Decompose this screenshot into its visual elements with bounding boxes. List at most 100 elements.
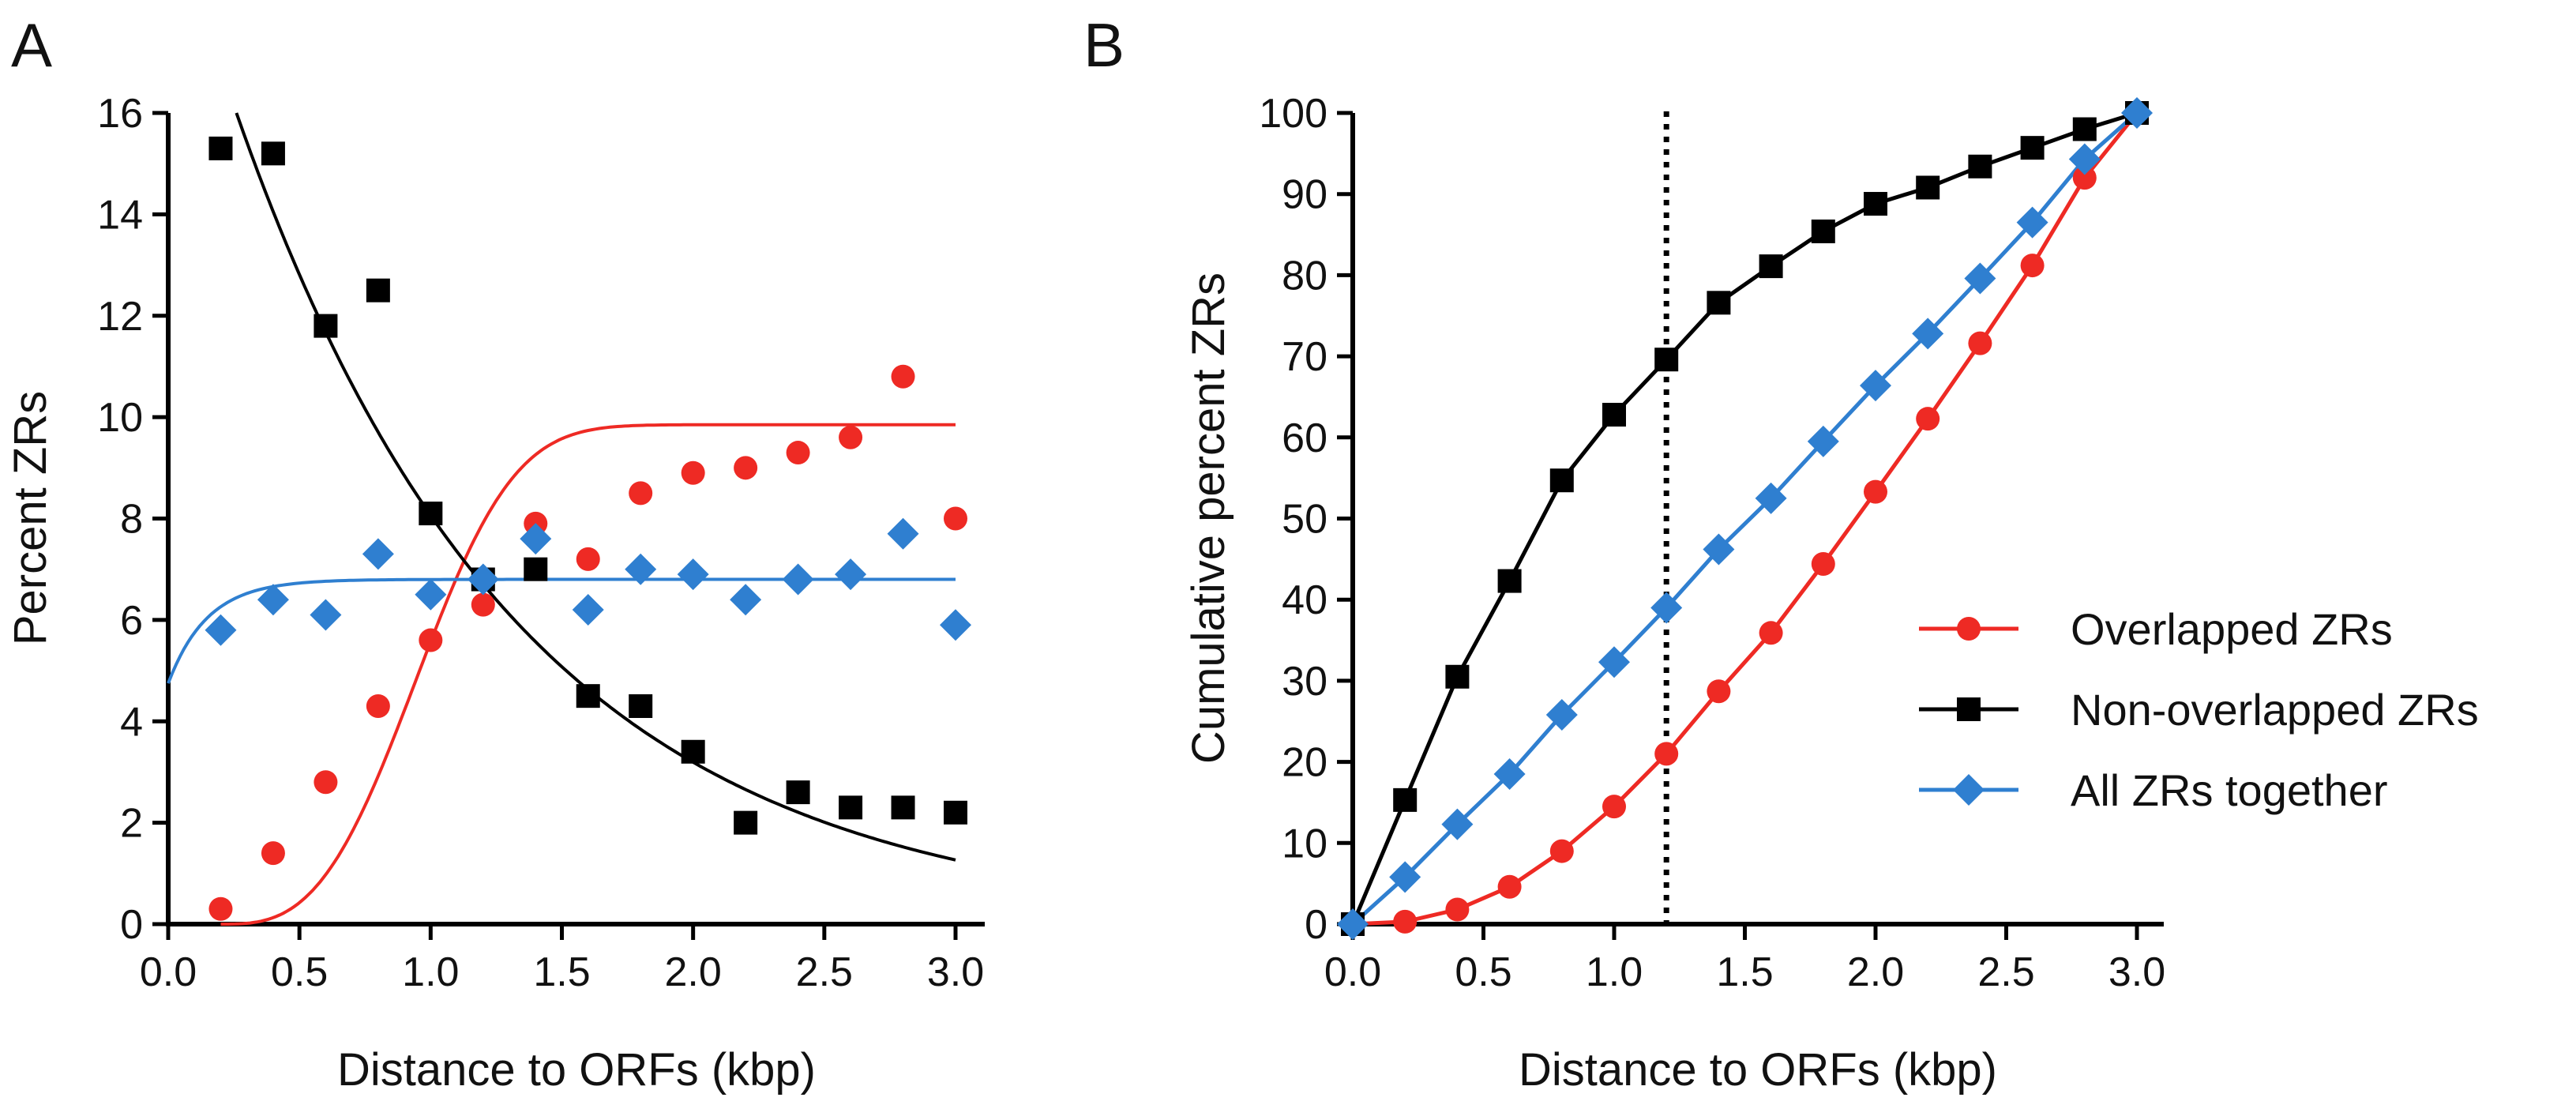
panel-b-y-tick-label: 0	[1305, 902, 1327, 948]
data-point-overlapped-zrs	[1811, 552, 1835, 577]
data-point-all-zrs-together	[1389, 861, 1421, 893]
legend-marker-overlapped	[1957, 617, 1981, 641]
data-point-overlapped-zrs	[1759, 621, 1783, 645]
data-point-overlapped-zrs	[261, 841, 285, 866]
fit-curve-all-zrs-together	[167, 577, 956, 684]
data-point-all-zrs-together	[940, 609, 971, 641]
data-point-non-overlapped-zrs	[734, 810, 758, 835]
panel-b-y-tick-label: 30	[1282, 659, 1327, 705]
data-point-all-zrs-together	[782, 563, 814, 596]
data-point-non-overlapped-zrs	[1811, 219, 1835, 243]
panel-b-y-tick-label: 10	[1282, 821, 1327, 866]
panel-b-y-axis-title: Cumulative percent ZRs	[1183, 272, 1234, 764]
data-point-overlapped-zrs	[681, 460, 705, 485]
data-point-overlapped-zrs	[891, 364, 915, 389]
data-point-non-overlapped-zrs	[2072, 117, 2097, 141]
data-point-all-zrs-together	[1598, 646, 1630, 678]
legend: Overlapped ZRs Non-overlapped ZRs All ZR…	[1919, 604, 2479, 815]
data-point-non-overlapped-zrs	[1445, 664, 1470, 689]
data-point-all-zrs-together	[310, 599, 342, 631]
panel-b-y-tick-label: 40	[1282, 577, 1327, 623]
series-line-all-zrs-together	[1351, 111, 2139, 926]
legend-label-overlapped: Overlapped ZRs	[2071, 604, 2393, 654]
panel-a-y-tick-label: 10	[97, 395, 143, 441]
data-point-non-overlapped-zrs	[1549, 468, 1574, 493]
data-point-overlapped-zrs	[944, 506, 967, 531]
panel-a-y-tick-label: 4	[120, 699, 143, 745]
data-point-overlapped-zrs	[2072, 166, 2097, 190]
legend-marker-non-overlapped	[1957, 697, 1981, 721]
data-point-non-overlapped-zrs	[314, 314, 338, 338]
panel-b-points	[1337, 97, 2153, 940]
legend-entry-all: All ZRs together	[1919, 765, 2388, 815]
panel-a-ticks: 0.0 0.5 1.0 1.5 2.0 2.5 3.0 0 2 4 6 8 10 12 14 16	[97, 91, 984, 995]
data-point-non-overlapped-zrs	[944, 800, 967, 825]
data-point-overlapped-zrs	[1864, 479, 1887, 504]
panel-b-y-tick-label: 50	[1282, 497, 1327, 543]
data-point-overlapped-zrs	[2020, 254, 2045, 278]
panel-a: A 0.0 0.5 1.0 1.5 2.0 2.5 3.0 0 2 4 6 8 10 12 14 16 Per…	[5, 10, 985, 1096]
data-point-all-zrs-together	[887, 517, 919, 550]
data-point-overlapped-zrs	[1445, 897, 1470, 922]
data-point-non-overlapped-zrs	[891, 795, 915, 820]
data-point-non-overlapped-zrs	[629, 693, 653, 718]
panel-b: B 0.0 0.5 1.0 1.5 2.0 2.5 3.0 0 10 20 30 40 50 60 70 80…	[1083, 10, 2479, 1096]
data-point-all-zrs-together	[1441, 808, 1474, 840]
panel-a-x-tick-label: 0.5	[271, 949, 328, 995]
data-point-all-zrs-together	[730, 584, 762, 616]
data-point-overlapped-zrs	[471, 592, 495, 617]
data-point-non-overlapped-zrs	[1968, 154, 1992, 179]
legend-label-non-overlapped: Non-overlapped ZRs	[2071, 685, 2479, 735]
data-point-overlapped-zrs	[734, 456, 758, 480]
panel-a-x-tick-label: 3.0	[927, 949, 984, 995]
legend-marker-all	[1953, 774, 1985, 806]
data-point-non-overlapped-zrs	[1864, 192, 1887, 216]
data-point-non-overlapped-zrs	[1707, 291, 1731, 315]
data-point-all-zrs-together	[1703, 533, 1735, 566]
panel-b-y-tick-label: 90	[1282, 172, 1327, 218]
data-point-overlapped-zrs	[1497, 874, 1522, 899]
panel-b-x-tick-label: 3.0	[2108, 949, 2165, 995]
panel-a-y-tick-label: 2	[120, 801, 143, 847]
panel-b-ticks: 0.0 0.5 1.0 1.5 2.0 2.5 3.0 0 10 20 30 40 50 60 70 80 90…	[1259, 91, 2165, 995]
panel-b-y-tick-label: 70	[1282, 334, 1327, 380]
panel-b-x-tick-label: 2.0	[1847, 949, 1904, 995]
data-point-non-overlapped-zrs	[1497, 569, 1522, 593]
data-point-overlapped-zrs	[314, 770, 338, 795]
data-point-overlapped-zrs	[629, 481, 653, 506]
series-line-non-overlapped-zrs	[1350, 111, 2138, 925]
data-point-non-overlapped-zrs	[524, 557, 548, 581]
fit-curve-overlapped-zrs	[220, 423, 956, 926]
panel-a-y-tick-label: 14	[97, 192, 143, 238]
data-point-all-zrs-together	[1755, 482, 1787, 514]
data-point-overlapped-zrs	[1916, 407, 1940, 431]
panel-b-y-tick-label: 100	[1259, 91, 1327, 137]
data-point-non-overlapped-zrs	[1916, 175, 1940, 200]
data-point-all-zrs-together	[467, 563, 499, 596]
data-point-overlapped-zrs	[839, 425, 863, 449]
data-point-all-zrs-together	[677, 558, 709, 591]
data-point-all-zrs-together	[572, 594, 604, 626]
panel-b-series-lines	[1350, 111, 2139, 926]
data-point-all-zrs-together	[415, 578, 447, 611]
legend-symbol-all-zrs-together	[1953, 774, 1985, 806]
data-point-all-zrs-together	[2016, 206, 2048, 239]
data-point-non-overlapped-zrs	[1654, 348, 1679, 372]
data-point-overlapped-zrs	[1707, 679, 1731, 704]
data-point-all-zrs-together	[1807, 425, 1839, 457]
panel-b-x-tick-label: 0.5	[1455, 949, 1511, 995]
data-point-non-overlapped-zrs	[261, 141, 285, 166]
data-point-all-zrs-together	[1964, 262, 1996, 295]
panel-a-x-tick-label: 1.5	[533, 949, 590, 995]
panel-a-x-tick-label: 2.5	[796, 949, 853, 995]
panel-a-y-tick-label: 12	[97, 294, 143, 340]
data-point-overlapped-zrs	[1393, 909, 1418, 934]
data-point-all-zrs-together	[1493, 758, 1526, 791]
data-point-overlapped-zrs	[1549, 839, 1574, 863]
panel-b-x-tick-label: 2.5	[1977, 949, 2034, 995]
data-point-all-zrs-together	[1650, 592, 1683, 624]
legend-symbol-non-overlapped-zrs	[1957, 697, 1981, 721]
legend-symbol-overlapped-zrs	[1957, 617, 1981, 641]
panel-b-y-tick-label: 80	[1282, 253, 1327, 299]
